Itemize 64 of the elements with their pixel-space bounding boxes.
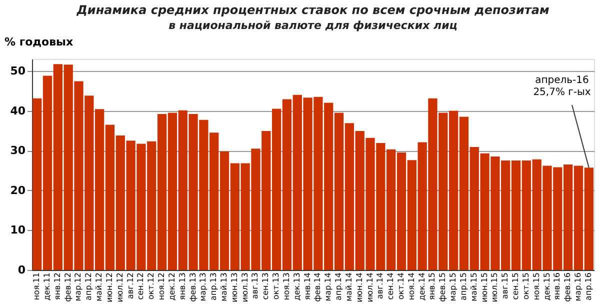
y-tick-label: 50 [10, 64, 26, 78]
x-tick-label: авг.14 [376, 272, 385, 300]
x-tick-label: ноя.11 [32, 272, 42, 300]
x-tick-label: дек.13 [292, 272, 302, 301]
x-tick-label: окт.14 [396, 272, 406, 300]
x-tick-label: дек.14 [417, 272, 426, 301]
x-tick-label: мар.15 [448, 272, 458, 302]
y-tick-label: 30 [10, 144, 26, 158]
x-tick-label: окт.15 [521, 272, 530, 300]
x-tick-label: май.14 [344, 272, 354, 302]
x-tick-label: ноя.15 [532, 272, 541, 300]
x-tick-label: дек.11 [42, 272, 52, 301]
chart-subtitle: в национальной валюте для физических лиц [168, 19, 458, 32]
y-tick-label: 40 [10, 104, 26, 118]
x-tick-label: июн.14 [354, 272, 364, 302]
x-tick-label: янв.12 [52, 272, 62, 300]
x-tick-label: окт.12 [146, 272, 156, 300]
x-tick-label: сен.14 [386, 272, 396, 300]
x-tick-label: янв.14 [302, 272, 312, 300]
x-tick-label: ноя.13 [282, 272, 291, 300]
x-tick-label: сен.13 [261, 272, 270, 300]
x-tick-label: май.15 [469, 272, 478, 302]
x-tick-label: июн.15 [480, 272, 489, 302]
annotation: апрель-16 25,7% г-ых [533, 75, 591, 98]
x-tick-label: фев.16 [563, 272, 572, 302]
x-tick-label: фев.14 [313, 272, 322, 302]
x-tick-label: янв.16 [552, 272, 562, 300]
x-tick-label: мар.12 [74, 272, 83, 302]
y-tick-label: 10 [10, 224, 26, 237]
x-tick-label: июн.12 [104, 272, 114, 302]
x-tick-label: апр.12 [84, 272, 94, 300]
x-tick-label: авг.13 [250, 272, 260, 300]
x-tick-label: июл.13 [240, 272, 250, 302]
y-tick-label: 20 [10, 184, 26, 197]
x-tick-label: янв.15 [428, 272, 437, 300]
x-tick-label: май.12 [94, 272, 104, 302]
x-tick-label: апр.15 [458, 272, 468, 300]
x-tick-label: авг.12 [126, 272, 135, 300]
x-tick-label: окт.13 [272, 272, 281, 300]
x-tick-label: апр.14 [334, 272, 344, 300]
x-tick-label: мар.14 [324, 272, 333, 302]
x-tick-label: июл.14 [365, 272, 374, 302]
x-tick-label: ноя.12 [157, 272, 166, 300]
x-tick-label: апр.13 [209, 272, 218, 300]
chart-title: Динамика средних процентных ставок по всем срочным депозитам [76, 3, 550, 17]
x-tick-label: дек.12 [167, 272, 176, 301]
x-tick-label: июн.13 [230, 272, 239, 302]
y-tick-label: 0 [18, 264, 26, 276]
x-tick-label: фев.13 [188, 272, 198, 302]
x-tick-label: мар.16 [573, 272, 582, 302]
x-tick-label: июл.12 [115, 272, 124, 302]
x-tick-label: фев.12 [63, 272, 72, 302]
y-axis-title: % годовых [4, 36, 74, 48]
x-tick-label: май.13 [220, 272, 229, 302]
x-tick-label: янв.13 [178, 272, 187, 300]
x-tick-label: сен.15 [511, 272, 520, 300]
x-tick-label: авг.15 [500, 272, 510, 300]
x-tick-label: апр.16 [584, 272, 593, 300]
x-tick-label: фев.15 [438, 272, 448, 302]
x-tick-label: дек.15 [542, 272, 552, 301]
x-tick-label: ноя.14 [406, 272, 416, 300]
x-tick-label: мар.13 [198, 272, 208, 302]
x-tick-label: сен.12 [136, 272, 146, 300]
x-tick-label: июл.15 [490, 272, 500, 302]
